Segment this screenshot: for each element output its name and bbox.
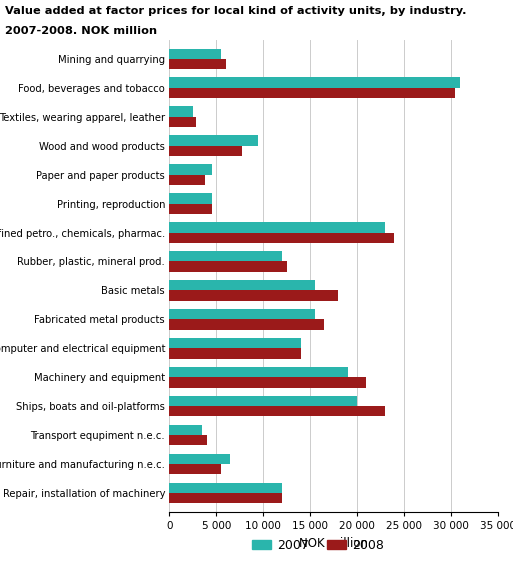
Bar <box>169 77 460 88</box>
Bar <box>169 406 385 417</box>
Bar <box>169 48 221 59</box>
Bar <box>169 193 211 204</box>
Text: 2007-2008. NOK million: 2007-2008. NOK million <box>5 26 157 36</box>
Bar <box>169 222 385 233</box>
Bar <box>169 377 366 387</box>
X-axis label: NOK million: NOK million <box>299 537 368 550</box>
Bar <box>169 367 347 377</box>
Text: Value added at factor prices for local kind of activity units, by industry.: Value added at factor prices for local k… <box>5 6 467 16</box>
Bar <box>169 175 205 185</box>
Bar <box>169 251 282 262</box>
Bar <box>169 319 324 329</box>
Bar <box>169 338 301 348</box>
Bar <box>169 454 230 464</box>
Bar <box>169 396 357 406</box>
Bar <box>169 493 282 504</box>
Bar <box>169 483 282 493</box>
Bar <box>169 262 287 271</box>
Bar <box>169 164 211 175</box>
Bar <box>169 290 338 300</box>
Bar <box>169 464 221 475</box>
Bar <box>169 59 226 69</box>
Bar <box>169 233 394 242</box>
Bar <box>169 348 301 358</box>
Bar <box>169 281 314 290</box>
Bar <box>169 435 207 446</box>
Bar <box>169 88 456 98</box>
Bar <box>169 204 211 214</box>
Bar <box>169 425 202 435</box>
Bar <box>169 135 259 146</box>
Bar <box>169 117 195 127</box>
Bar <box>169 310 314 319</box>
Bar <box>169 146 243 156</box>
Legend: 2007, 2008: 2007, 2008 <box>247 534 389 557</box>
Bar <box>169 106 193 117</box>
